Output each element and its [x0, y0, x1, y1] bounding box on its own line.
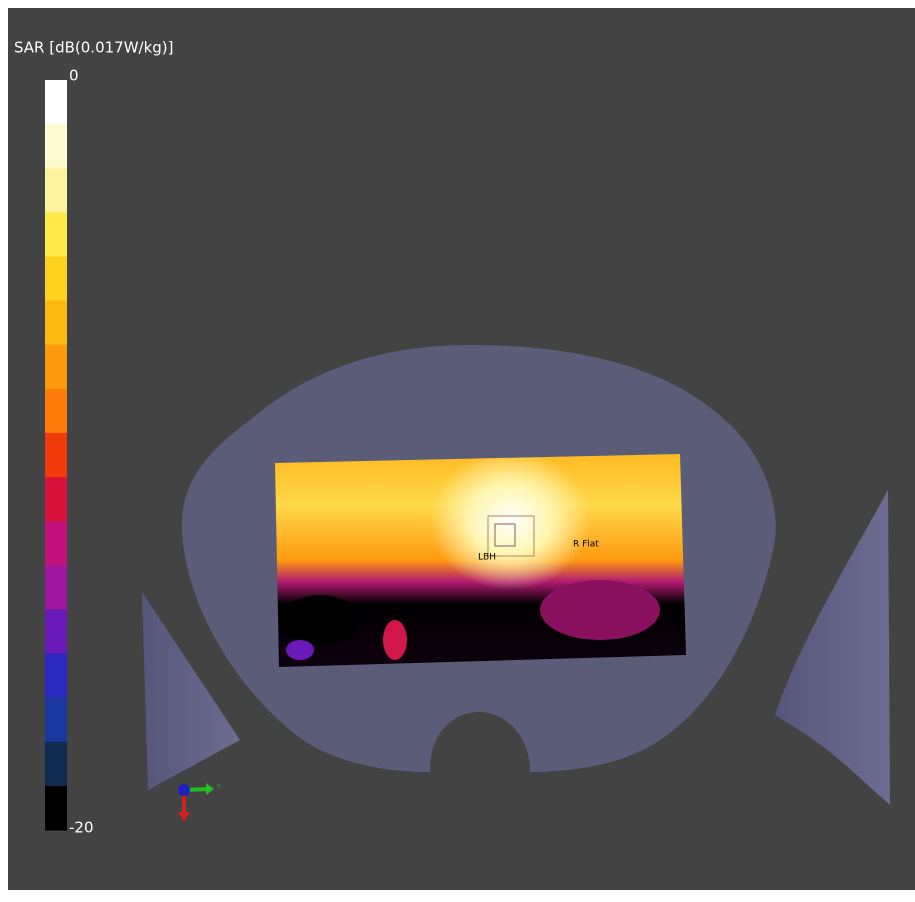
axis-arrow [178, 812, 190, 822]
colorbar-band [45, 477, 67, 522]
colorbar-min: -20 [69, 819, 94, 837]
colorbar-band [45, 521, 67, 566]
colorbar-band [45, 124, 67, 169]
colorbar-band [45, 80, 67, 125]
colorbar-band [45, 697, 67, 743]
axis-x [178, 784, 190, 796]
phantom-wing [775, 490, 890, 805]
colorbar-band [45, 785, 67, 831]
colorbar [45, 80, 67, 831]
colorbar-band [45, 168, 67, 213]
probe-box [494, 523, 516, 547]
colorbar-band [45, 609, 67, 655]
colorbar-band [45, 388, 67, 434]
sar-blob [383, 620, 407, 660]
axis-label: Y [216, 784, 221, 791]
probe-label: R Flat [573, 540, 599, 550]
sar-blob [280, 595, 360, 645]
sar-blob [286, 640, 314, 660]
axis-triad: Y [178, 783, 221, 822]
colorbar-band [45, 344, 67, 390]
colorbar-max: 0 [69, 67, 79, 85]
colorbar-title: SAR [dB(0.017W/kg)] [14, 39, 174, 57]
colorbar-band [45, 653, 67, 699]
sar-blob [540, 580, 660, 640]
axis-arrow [206, 783, 214, 795]
probe-box [487, 515, 535, 557]
colorbar-band [45, 212, 67, 257]
phantom-wing [142, 592, 240, 790]
colorbar-band [45, 432, 67, 478]
colorbar-band [45, 741, 67, 787]
colorbar-band [45, 565, 67, 610]
colorbar-band [45, 300, 67, 346]
probe-label: LBH [478, 553, 496, 563]
sar-peak [430, 454, 590, 590]
sar-map [275, 454, 686, 667]
colorbar-band [45, 256, 67, 302]
